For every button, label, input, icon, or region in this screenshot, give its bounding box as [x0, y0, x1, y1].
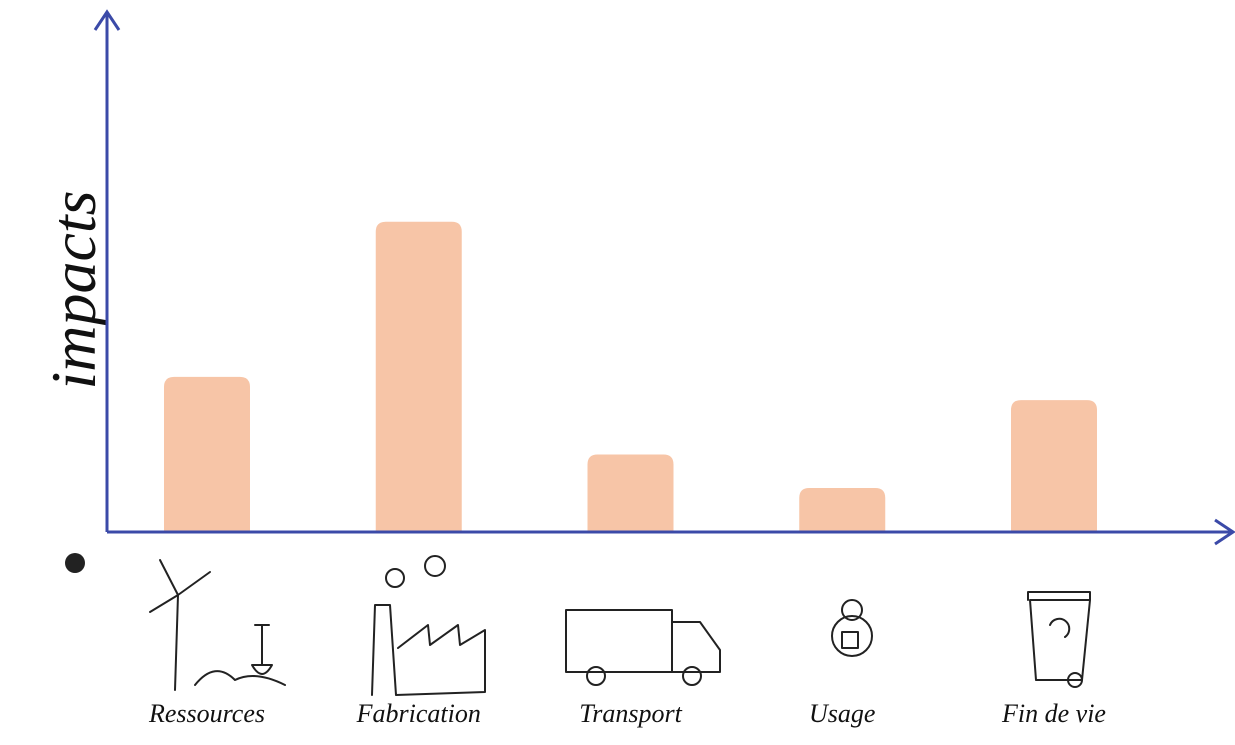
bar: [164, 376, 250, 532]
icon-ressources: [149, 559, 286, 691]
bar: [1011, 400, 1097, 532]
logo: [65, 553, 85, 573]
x-tick-label: Fin de vie: [1001, 699, 1106, 728]
bar: [799, 488, 886, 532]
bar: [587, 454, 674, 532]
bar: [375, 221, 462, 533]
icon-transport: [565, 609, 721, 686]
x-tick-label: Ressources: [148, 699, 265, 728]
x-tick-label: Transport: [579, 699, 682, 728]
icon-usage: [831, 599, 873, 657]
y-axis-label: impacts: [38, 190, 109, 389]
icon-fin-de-vie: [1027, 591, 1091, 688]
x-tick-label: Usage: [809, 699, 875, 728]
y-axis-arrow: [93, 9, 121, 31]
axes: [93, 9, 1235, 546]
icon-fabrication: [371, 555, 486, 696]
x-axis-arrow: [1214, 518, 1235, 546]
icons: [149, 555, 1091, 696]
x-tick-label: Fabrication: [356, 699, 481, 728]
